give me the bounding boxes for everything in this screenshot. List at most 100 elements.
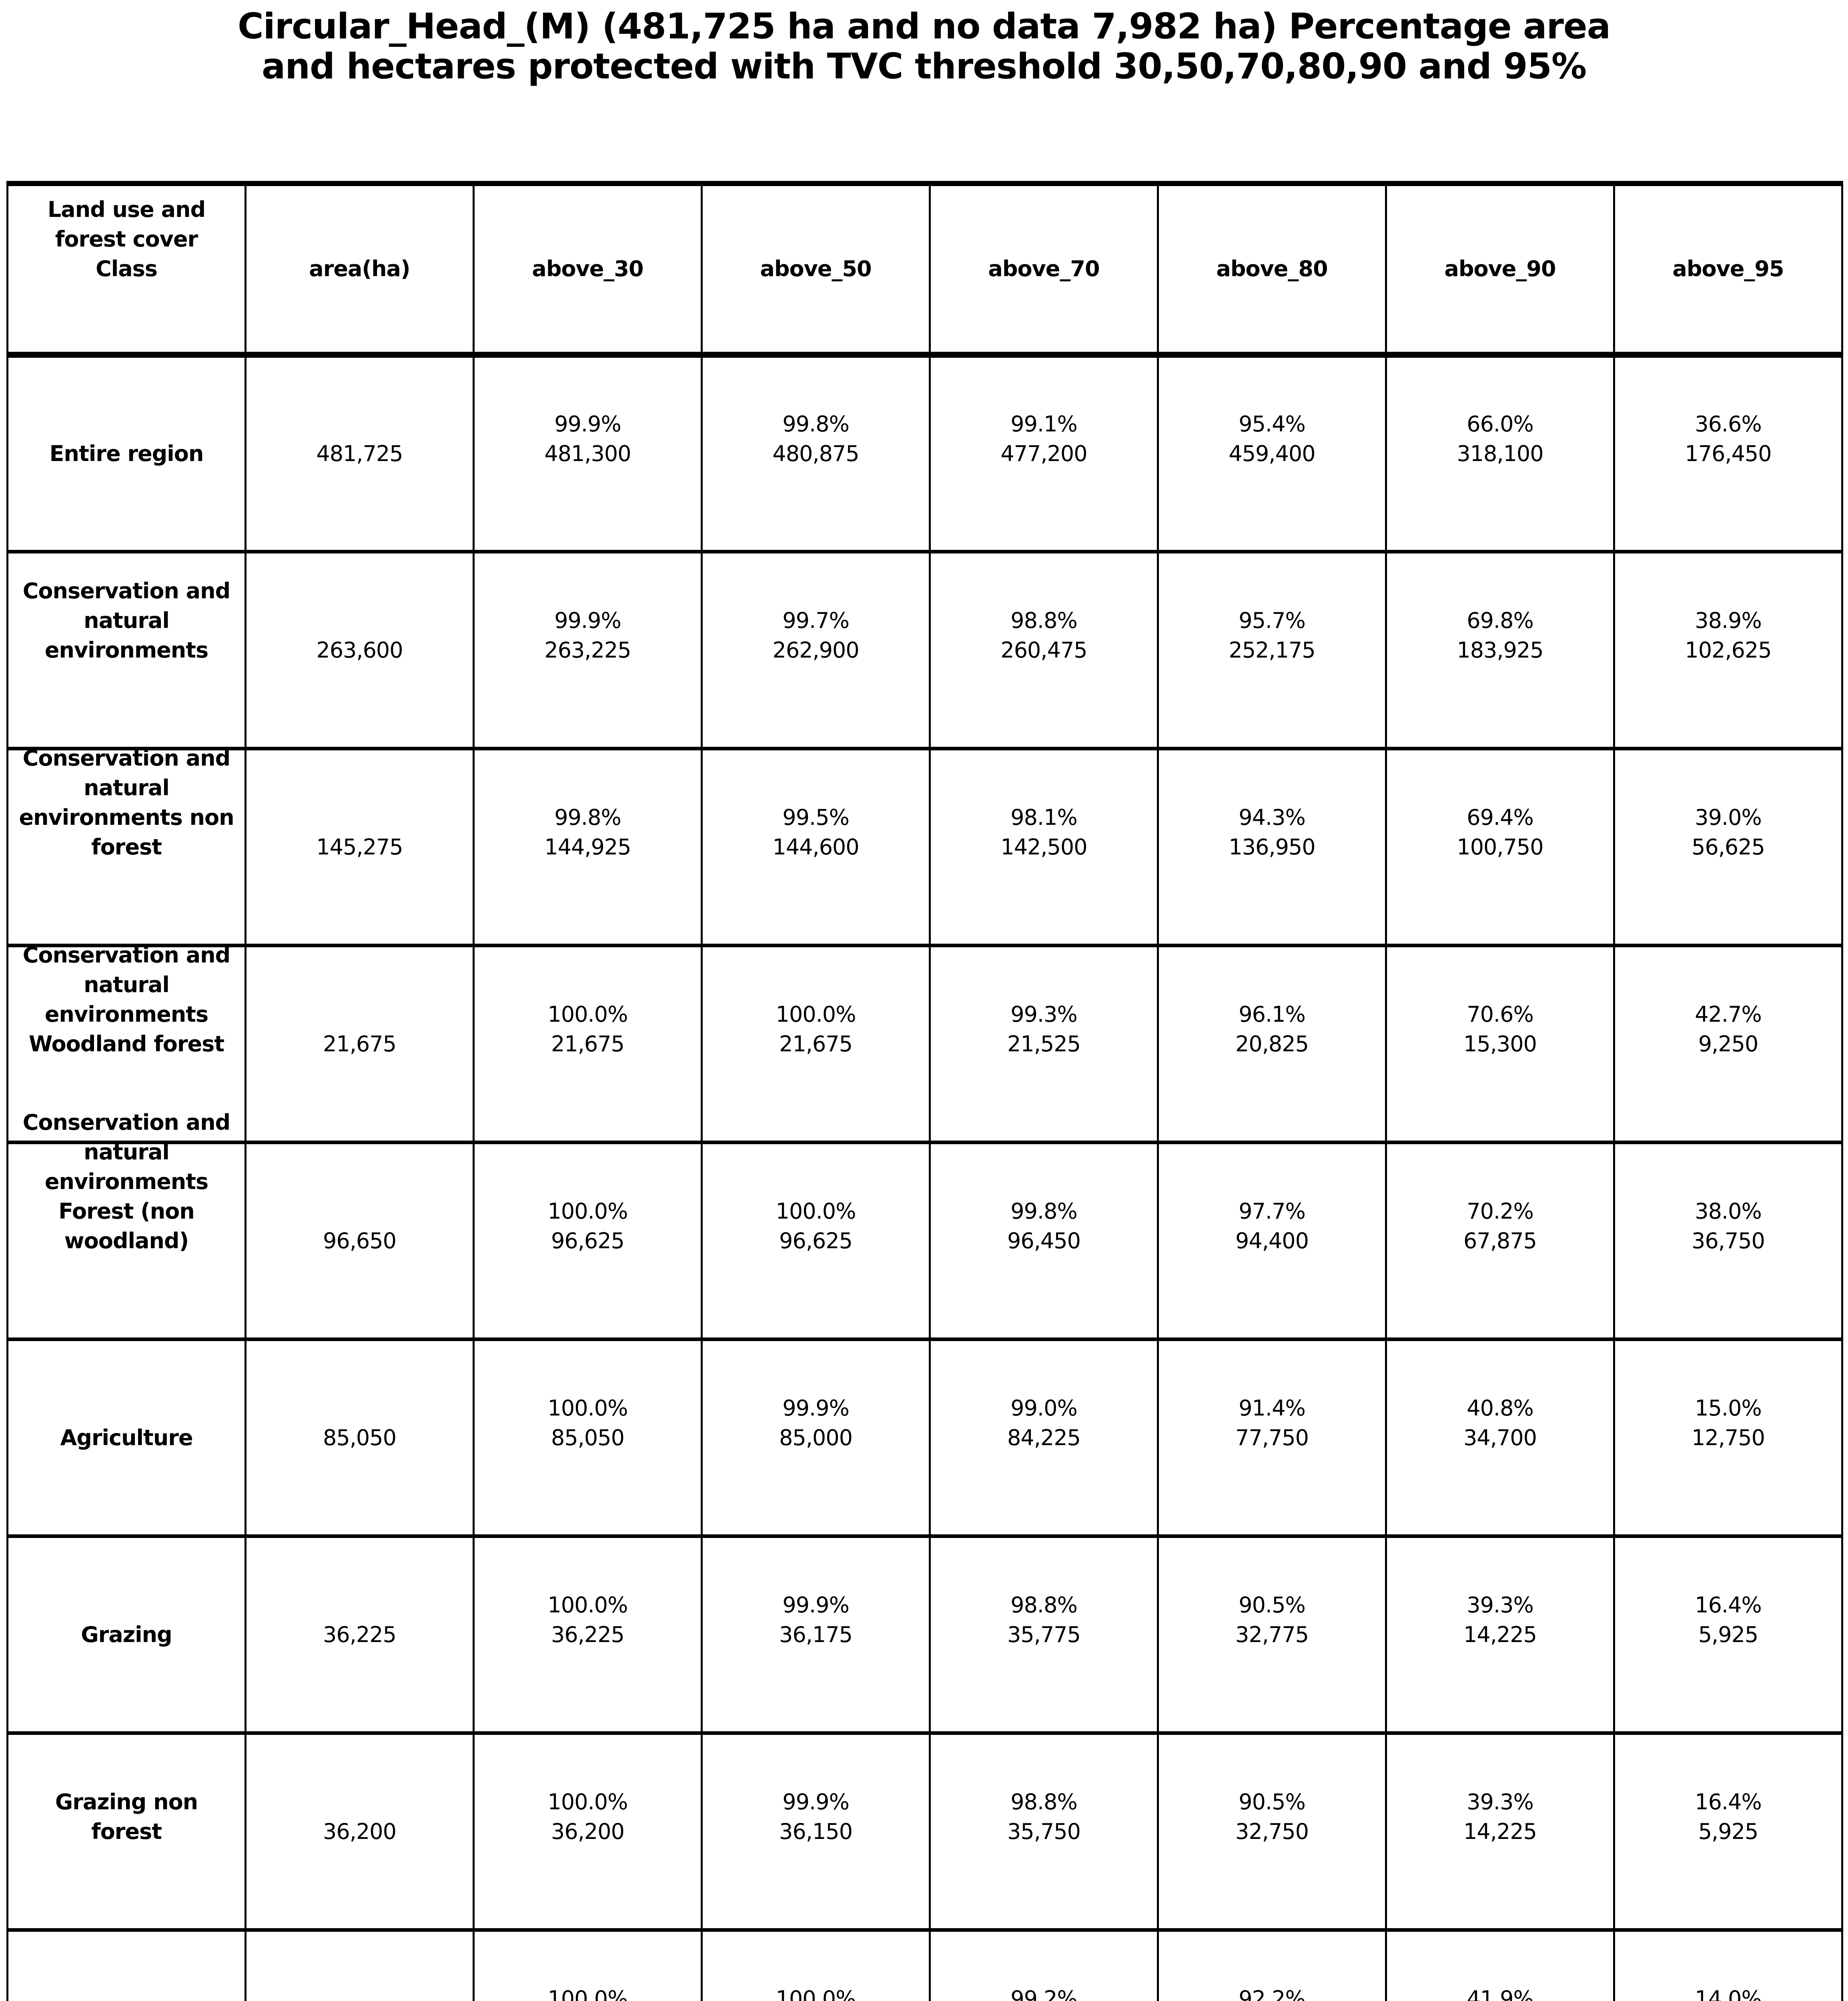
header-label: above_90 bbox=[1444, 256, 1556, 281]
table-row: Conservation and natural environments no… bbox=[6, 746, 1843, 947]
threshold-cell: 69.8% 183,925 bbox=[1385, 550, 1615, 750]
percent-value: 99.1% bbox=[1010, 411, 1078, 437]
report-title-line1: Circular_Head_(M) (481,725 ha and no dat… bbox=[237, 6, 1611, 47]
threshold-cell: 36.6% 176,450 bbox=[1613, 353, 1843, 553]
row-label: Entire region bbox=[49, 441, 204, 466]
threshold-values: 40.8% 34,700 bbox=[1389, 1393, 1611, 1453]
hectares-value: 85,050 bbox=[551, 1425, 625, 1450]
percent-value: 99.0% bbox=[1010, 1395, 1078, 1421]
threshold-values: 90.5% 32,750 bbox=[1161, 1787, 1383, 1847]
threshold-cell: 100.0%48,775 bbox=[701, 1928, 931, 2001]
hectares-value: 136,950 bbox=[1229, 834, 1315, 860]
threshold-values: 16.4% 5,925 bbox=[1618, 1787, 1839, 1847]
threshold-values: 99.2%48,400 bbox=[933, 1984, 1155, 2001]
threshold-cell: 66.0% 318,100 bbox=[1385, 353, 1615, 553]
hectares-value: 5,925 bbox=[1698, 1819, 1759, 1844]
threshold-values: 42.7% 9,250 bbox=[1618, 1000, 1839, 1059]
threshold-values: 98.8% 35,775 bbox=[933, 1590, 1155, 1650]
header-label: above_30 bbox=[532, 256, 643, 281]
hectares-value: 477,200 bbox=[1000, 441, 1087, 466]
hectares-value: 263,225 bbox=[544, 637, 631, 663]
hectares-value: 85,000 bbox=[779, 1425, 853, 1450]
percent-value: 100.0% bbox=[776, 1001, 856, 1027]
percent-value: 39.3% bbox=[1467, 1592, 1534, 1618]
percent-value: 99.9% bbox=[782, 1789, 850, 1815]
threshold-cell: 100.0% 21,675 bbox=[473, 944, 703, 1144]
hectares-value: 252,175 bbox=[1229, 637, 1315, 663]
percent-value: 98.1% bbox=[1010, 804, 1078, 830]
percent-value: 100.0% bbox=[547, 1986, 628, 2001]
hectares-value: 14,225 bbox=[1463, 1622, 1537, 1647]
threshold-values: 92.2%44,950 bbox=[1161, 1984, 1383, 2001]
percent-value: 39.3% bbox=[1467, 1789, 1534, 1815]
threshold-values: 100.0%48,775 bbox=[705, 1984, 927, 2001]
row-label-cell: Agriculture bbox=[6, 1337, 247, 1538]
threshold-values: 66.0% 318,100 bbox=[1389, 409, 1611, 469]
hectares-value: 21,675 bbox=[551, 1031, 625, 1057]
percent-value: 99.9% bbox=[782, 1592, 850, 1618]
hectares-value: 144,600 bbox=[772, 834, 859, 860]
threshold-cell: 40.8% 34,700 bbox=[1385, 1337, 1615, 1538]
percent-value: 100.0% bbox=[776, 1986, 856, 2001]
hectares-value: 36,200 bbox=[551, 1819, 625, 1844]
area-cell: 96,650 bbox=[245, 1141, 475, 1341]
percent-value: 100.0% bbox=[776, 1198, 856, 1224]
threshold-cell: 92.2%44,950 bbox=[1157, 1928, 1387, 2001]
threshold-values: 99.9% 85,000 bbox=[705, 1393, 927, 1453]
header-cell-above-30: above_30 bbox=[473, 181, 703, 358]
threshold-values: 95.4% 459,400 bbox=[1161, 409, 1383, 469]
threshold-cell: 99.2%48,400 bbox=[929, 1928, 1159, 2001]
hectares-value: 480,875 bbox=[772, 441, 859, 466]
threshold-cell: 99.9% 481,300 bbox=[473, 353, 703, 553]
threshold-cell: 38.9% 102,625 bbox=[1613, 550, 1843, 750]
threshold-cell: 70.2% 67,875 bbox=[1385, 1141, 1615, 1341]
hectares-value: 36,225 bbox=[551, 1622, 625, 1647]
percent-value: 95.4% bbox=[1239, 411, 1306, 437]
threshold-cell: 100.0% 96,625 bbox=[701, 1141, 931, 1341]
threshold-values: 96.1% 20,825 bbox=[1161, 1000, 1383, 1059]
percent-value: 16.4% bbox=[1695, 1789, 1762, 1815]
hectares-value: 318,100 bbox=[1457, 441, 1543, 466]
threshold-cell: 69.4% 100,750 bbox=[1385, 747, 1615, 947]
threshold-values: 99.8% 480,875 bbox=[705, 409, 927, 469]
row-label: Conservation and natural environments no… bbox=[19, 745, 234, 860]
percent-value: 99.9% bbox=[554, 608, 621, 633]
threshold-values: 99.7% 262,900 bbox=[705, 606, 927, 665]
hectares-value: 84,225 bbox=[1007, 1425, 1081, 1450]
row-label-cell: Irrigation bbox=[6, 1928, 247, 2001]
threshold-cell: 99.7% 262,900 bbox=[701, 550, 931, 750]
threshold-values: 95.7% 252,175 bbox=[1161, 606, 1383, 665]
row-label: Agriculture bbox=[60, 1425, 193, 1450]
threshold-values: 99.5% 144,600 bbox=[705, 803, 927, 862]
threshold-cell: 14.0%6,825 bbox=[1613, 1928, 1843, 2001]
threshold-cell: 99.8% 480,875 bbox=[701, 353, 931, 553]
header-label: above_50 bbox=[760, 256, 872, 281]
threshold-values: 15.0% 12,750 bbox=[1618, 1393, 1839, 1453]
threshold-cell: 39.3% 14,225 bbox=[1385, 1731, 1615, 1932]
percent-value: 99.2% bbox=[1010, 1986, 1078, 2001]
percent-value: 69.8% bbox=[1467, 608, 1534, 633]
header-label: Land use and forest cover Class bbox=[47, 197, 206, 281]
percent-value: 99.8% bbox=[554, 804, 621, 830]
threshold-cell: 95.7% 252,175 bbox=[1157, 550, 1387, 750]
percent-value: 99.7% bbox=[782, 608, 850, 633]
area-value: 481,725 bbox=[316, 441, 403, 466]
threshold-cell: 99.9% 85,000 bbox=[701, 1337, 931, 1538]
percent-value: 99.9% bbox=[554, 411, 621, 437]
threshold-values: 39.0% 56,625 bbox=[1618, 803, 1839, 862]
threshold-cell: 15.0% 12,750 bbox=[1613, 1337, 1843, 1538]
threshold-values: 97.7% 94,400 bbox=[1161, 1197, 1383, 1256]
threshold-values: 100.0% 21,675 bbox=[705, 1000, 927, 1059]
row-label: Conservation and natural environments Fo… bbox=[22, 1109, 230, 1253]
threshold-values: 99.1% 477,200 bbox=[933, 409, 1155, 469]
percent-value: 66.0% bbox=[1467, 411, 1534, 437]
threshold-values: 99.8% 144,925 bbox=[477, 803, 699, 862]
area-cell: 36,200 bbox=[245, 1731, 475, 1932]
threshold-values: 41.9%20,450 bbox=[1389, 1984, 1611, 2001]
percent-value: 98.8% bbox=[1010, 1592, 1078, 1618]
threshold-values: 99.0% 84,225 bbox=[933, 1393, 1155, 1453]
hectares-value: 77,750 bbox=[1235, 1425, 1309, 1450]
percent-value: 92.2% bbox=[1239, 1986, 1306, 2001]
hectares-value: 96,625 bbox=[551, 1228, 625, 1253]
table-row: Agriculture 85,050 100.0% 85,050 99.9% 85,000… bbox=[6, 1337, 1843, 1538]
